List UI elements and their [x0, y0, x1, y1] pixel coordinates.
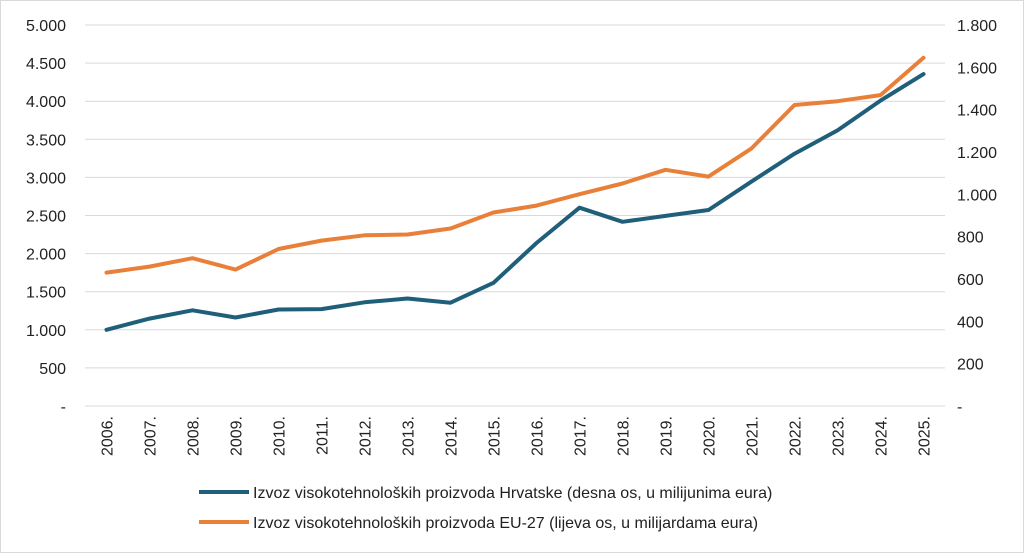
left-axis-tick-label: 1.000 — [26, 323, 66, 340]
x-axis-tick-label: 2007. — [143, 416, 160, 456]
x-axis-tick-label: 2016. — [530, 416, 547, 456]
gridlines — [85, 24, 945, 407]
x-axis-tick-label: 2011. — [315, 416, 332, 455]
x-axis-tick-label: 2021. — [745, 416, 762, 456]
right-axis-tick-label: 1.200 — [957, 145, 997, 162]
left-axis-tick-label: 2.000 — [26, 247, 66, 264]
left-axis-tick-label: 3.000 — [26, 170, 66, 187]
series-lines — [104, 55, 926, 332]
x-axis-tick-label: 2014. — [444, 416, 461, 456]
series-line — [104, 55, 926, 275]
right-axis-tick-label: 800 — [957, 230, 984, 247]
x-axis-tick-label: 2017. — [573, 416, 590, 456]
left-axis-tick-label: 3.500 — [26, 132, 66, 149]
x-axis-tick-label: 2018. — [616, 416, 633, 456]
left-axis-tick-label: 5.000 — [26, 18, 66, 35]
right-axis-tick-label: 200 — [957, 357, 984, 374]
right-axis-tick-label: - — [957, 399, 962, 416]
x-axis-tick-label: 2015. — [487, 416, 504, 456]
x-axis-tick-label: 2013. — [401, 416, 418, 456]
right-axis-tick-label: 1.000 — [957, 187, 997, 204]
right-axis-tick-label: 1.400 — [957, 103, 997, 120]
left-axis-tick-label: 4.500 — [26, 56, 66, 73]
x-axis-tick-label: 2023. — [831, 416, 848, 456]
right-axis-ticks: - 200 400 600 800 1.000 1.200 1.400 1.600 1.800 — [957, 18, 997, 416]
x-axis-tick-label: 2019. — [659, 416, 676, 456]
legend: Izvoz visokotehnoloških proizvoda Hrvats… — [199, 485, 772, 532]
right-axis-tick-label: 600 — [957, 272, 984, 289]
x-axis-tick-label: 2010. — [272, 416, 289, 456]
x-axis-ticks: 2006. 2007. 2008. 2009. 2010. 2011. 2012. 2013.… — [100, 416, 934, 456]
x-axis-tick-label: 2025. — [917, 416, 934, 456]
right-axis-tick-label: 1.600 — [957, 60, 997, 77]
left-axis-ticks: - 500 1.000 1.500 2.000 2.500 3.000 3.500 4.000 4… — [26, 18, 66, 416]
legend-label: Izvoz visokotehnoloških proizvoda EU-27 … — [253, 515, 758, 532]
legend-label: Izvoz visokotehnoloških proizvoda Hrvats… — [253, 485, 772, 502]
x-axis-tick-label: 2020. — [702, 416, 719, 456]
x-axis-tick-label: 2022. — [788, 416, 805, 456]
right-axis-tick-label: 400 — [957, 314, 984, 331]
left-axis-tick-label: 2.500 — [26, 209, 66, 226]
left-axis-tick-label: 4.000 — [26, 94, 66, 111]
x-axis-tick-label: 2009. — [229, 416, 246, 456]
left-axis-tick-label: - — [61, 399, 66, 416]
x-axis-tick-label: 2024. — [874, 416, 891, 456]
right-axis-tick-label: 1.800 — [957, 18, 997, 35]
x-axis-tick-label: 2012. — [358, 416, 375, 456]
left-axis-tick-label: 500 — [39, 361, 66, 378]
x-axis-tick-label: 2006. — [100, 416, 117, 456]
x-axis-tick-label: 2008. — [186, 416, 203, 456]
series-line — [104, 72, 926, 332]
left-axis-tick-label: 1.500 — [26, 285, 66, 302]
